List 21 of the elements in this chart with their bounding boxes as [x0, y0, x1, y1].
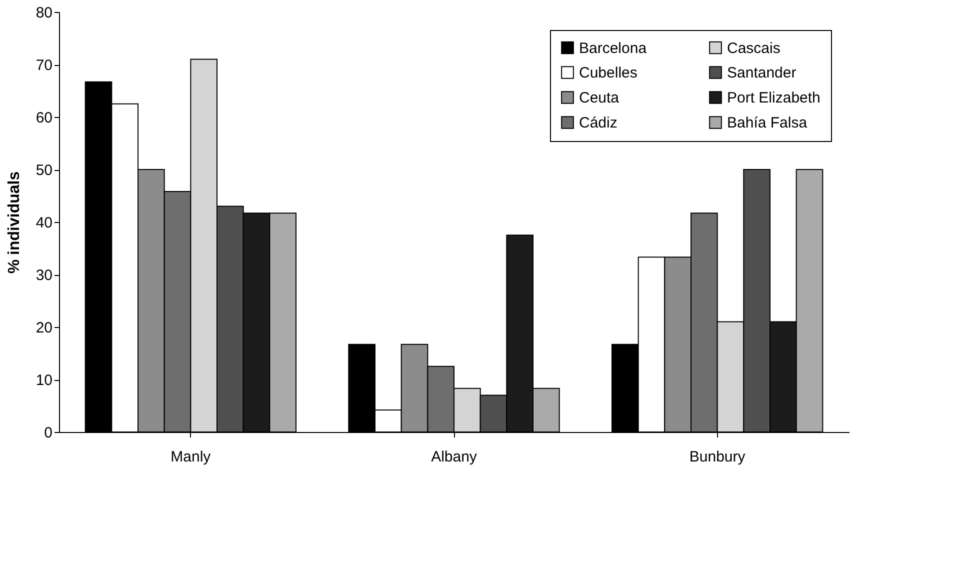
legend-label: Cubelles [579, 64, 638, 82]
x-tick-label: Albany [431, 448, 478, 466]
legend-label: Cádiz [579, 114, 618, 132]
legend-label: Cascais [727, 40, 780, 57]
y-axis-title: % individuals [6, 171, 23, 274]
y-tick-label: 80 [36, 4, 52, 22]
legend-label: Bahía Falsa [727, 114, 808, 132]
x-tick-label: Manly [170, 448, 212, 466]
y-tick-label: 70 [36, 57, 52, 74]
y-tick-label: 10 [36, 372, 52, 389]
x-tick-label: Bunbury [689, 448, 746, 466]
y-tick-label: 40 [36, 214, 52, 232]
legend-label: Santander [727, 64, 796, 82]
y-tick-label: 0 [44, 424, 52, 442]
y-tick-label: 50 [36, 162, 52, 179]
y-tick-label: 30 [36, 267, 52, 284]
legend-label: Port Elizabeth [727, 90, 820, 106]
legend-label: Barcelona [579, 40, 648, 57]
y-tick-label: 20 [36, 320, 52, 336]
y-tick-label: 60 [36, 110, 52, 126]
legend-label: Ceuta [579, 90, 620, 106]
